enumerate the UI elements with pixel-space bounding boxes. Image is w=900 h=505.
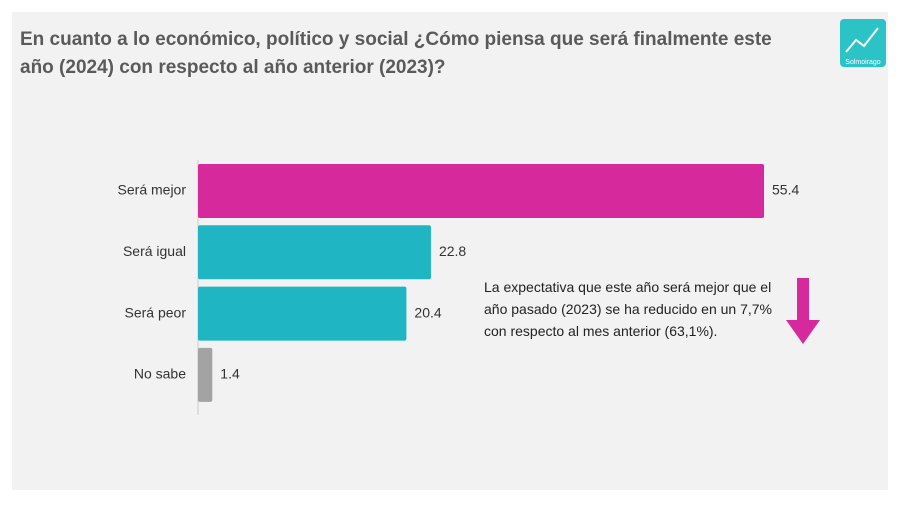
logo: Solmoirago <box>840 19 886 67</box>
panel <box>12 12 888 490</box>
category-label: No sabe <box>134 366 186 382</box>
category-label: Será peor <box>125 304 187 320</box>
category-label: Será igual <box>123 243 186 259</box>
bar <box>198 347 213 402</box>
value-label: 1.4 <box>220 366 240 382</box>
bar <box>198 225 431 280</box>
value-label: 22.8 <box>439 243 466 259</box>
bar <box>198 164 764 218</box>
value-label: 20.4 <box>414 304 441 320</box>
annotation: La expectativa que este año será mejor q… <box>484 279 772 339</box>
chart-title: En cuanto a lo económico, político y soc… <box>20 29 772 78</box>
down-arrow <box>786 278 820 344</box>
category-label: Será mejor <box>118 182 187 198</box>
bar <box>198 286 407 341</box>
value-label: 55.4 <box>772 182 799 198</box>
logo-text: Solmoirago <box>845 59 881 66</box>
